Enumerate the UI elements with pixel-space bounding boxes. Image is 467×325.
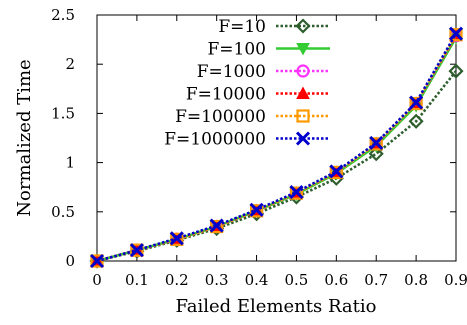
series-f-10 [89,63,464,269]
x-marker-stroke [289,185,304,200]
x-marker-stroke [209,218,224,233]
data-point [129,243,144,258]
data-point [409,96,423,111]
y-tick-label: 0 [65,252,75,270]
series-layer [89,26,464,269]
series-f-1000 [90,29,463,268]
x-tick-label: 0.5 [285,271,309,289]
legend-label: F=10 [218,17,266,37]
x-tick-label: 0.8 [404,271,428,289]
y-tick-label: 1 [65,154,75,172]
data-point [289,185,304,200]
x-tick-label: 0.1 [125,271,149,289]
legend-marker [296,64,310,78]
data-point [369,137,383,151]
x-marker-stroke [409,95,424,110]
legend-marker [296,43,310,56]
legend-marker [296,109,310,123]
x-tick-label: 0.9 [444,271,467,289]
x-marker-stroke [89,253,105,269]
data-point [289,186,304,200]
legend-marker [296,86,310,99]
plot-frame [96,14,457,262]
x-marker-stroke [448,26,464,41]
data-point [209,218,224,233]
y-axis-label: Normalized Time [14,59,35,216]
axis-ticks: 0 0.1 0.2 0.3 0.4 0.5 0.6 0.7 0.8 0.9 0 0.5 1 1.5 2 2.5 [51,6,467,289]
series-f-1000000 [89,26,464,269]
x-marker-stroke [329,164,344,179]
legend-entry: F=100 [208,40,330,60]
legend-label: F=1000000 [164,130,266,150]
series-f-100000 [90,28,463,268]
y-tick-label: 1.5 [51,104,75,122]
series-line [96,33,458,263]
plot-area [96,14,457,262]
data-point [368,146,384,162]
series-line [96,34,458,263]
data-point [90,254,104,268]
data-point [249,202,264,217]
x-axis-label: Failed Elements Ratio [176,296,377,317]
legend-entry: F=10 [218,17,330,37]
data-point [408,113,424,129]
legend-entry: F=10000 [186,85,330,105]
data-point [448,26,464,41]
x-marker-stroke [295,131,311,146]
data-point [329,164,344,179]
x-tick-label: 0.6 [324,271,348,289]
legend-marker [295,18,311,34]
data-point [409,95,424,110]
legend-entry: F=1000 [197,62,330,82]
x-tick-label: 0.4 [245,271,269,289]
y-tick-label: 0.5 [51,203,75,221]
data-point [329,165,343,180]
x-marker-stroke [169,231,184,246]
data-point [89,253,105,269]
series-line [96,35,458,263]
legend-marker [295,131,311,146]
x-tick-label: 0.7 [364,271,388,289]
x-tick-label: 0.3 [205,271,229,289]
series-line [96,70,458,263]
data-point [169,231,184,246]
x-marker-stroke [249,202,264,217]
y-tick-label: 2 [65,55,75,73]
series-f-100 [90,32,463,269]
data-point [448,63,464,79]
legend-label: F=1000 [197,62,266,82]
x-marker-stroke [129,243,144,258]
x-tick-label: 0.2 [165,271,189,289]
x-tick-label: 0 [92,271,102,289]
legend-entry: F=1000000 [164,130,330,150]
legend-label: F=100 [208,40,267,60]
y-tick-label: 2.5 [51,6,75,24]
x-marker-stroke [369,135,384,150]
legend-entry: F=100000 [175,107,330,127]
legend-label: F=100000 [175,107,266,127]
series-f-10000 [90,28,463,267]
data-point [449,28,463,42]
data-point [369,135,384,150]
legend-label: F=10000 [186,85,266,105]
series-line [96,35,458,263]
data-point [130,243,144,257]
